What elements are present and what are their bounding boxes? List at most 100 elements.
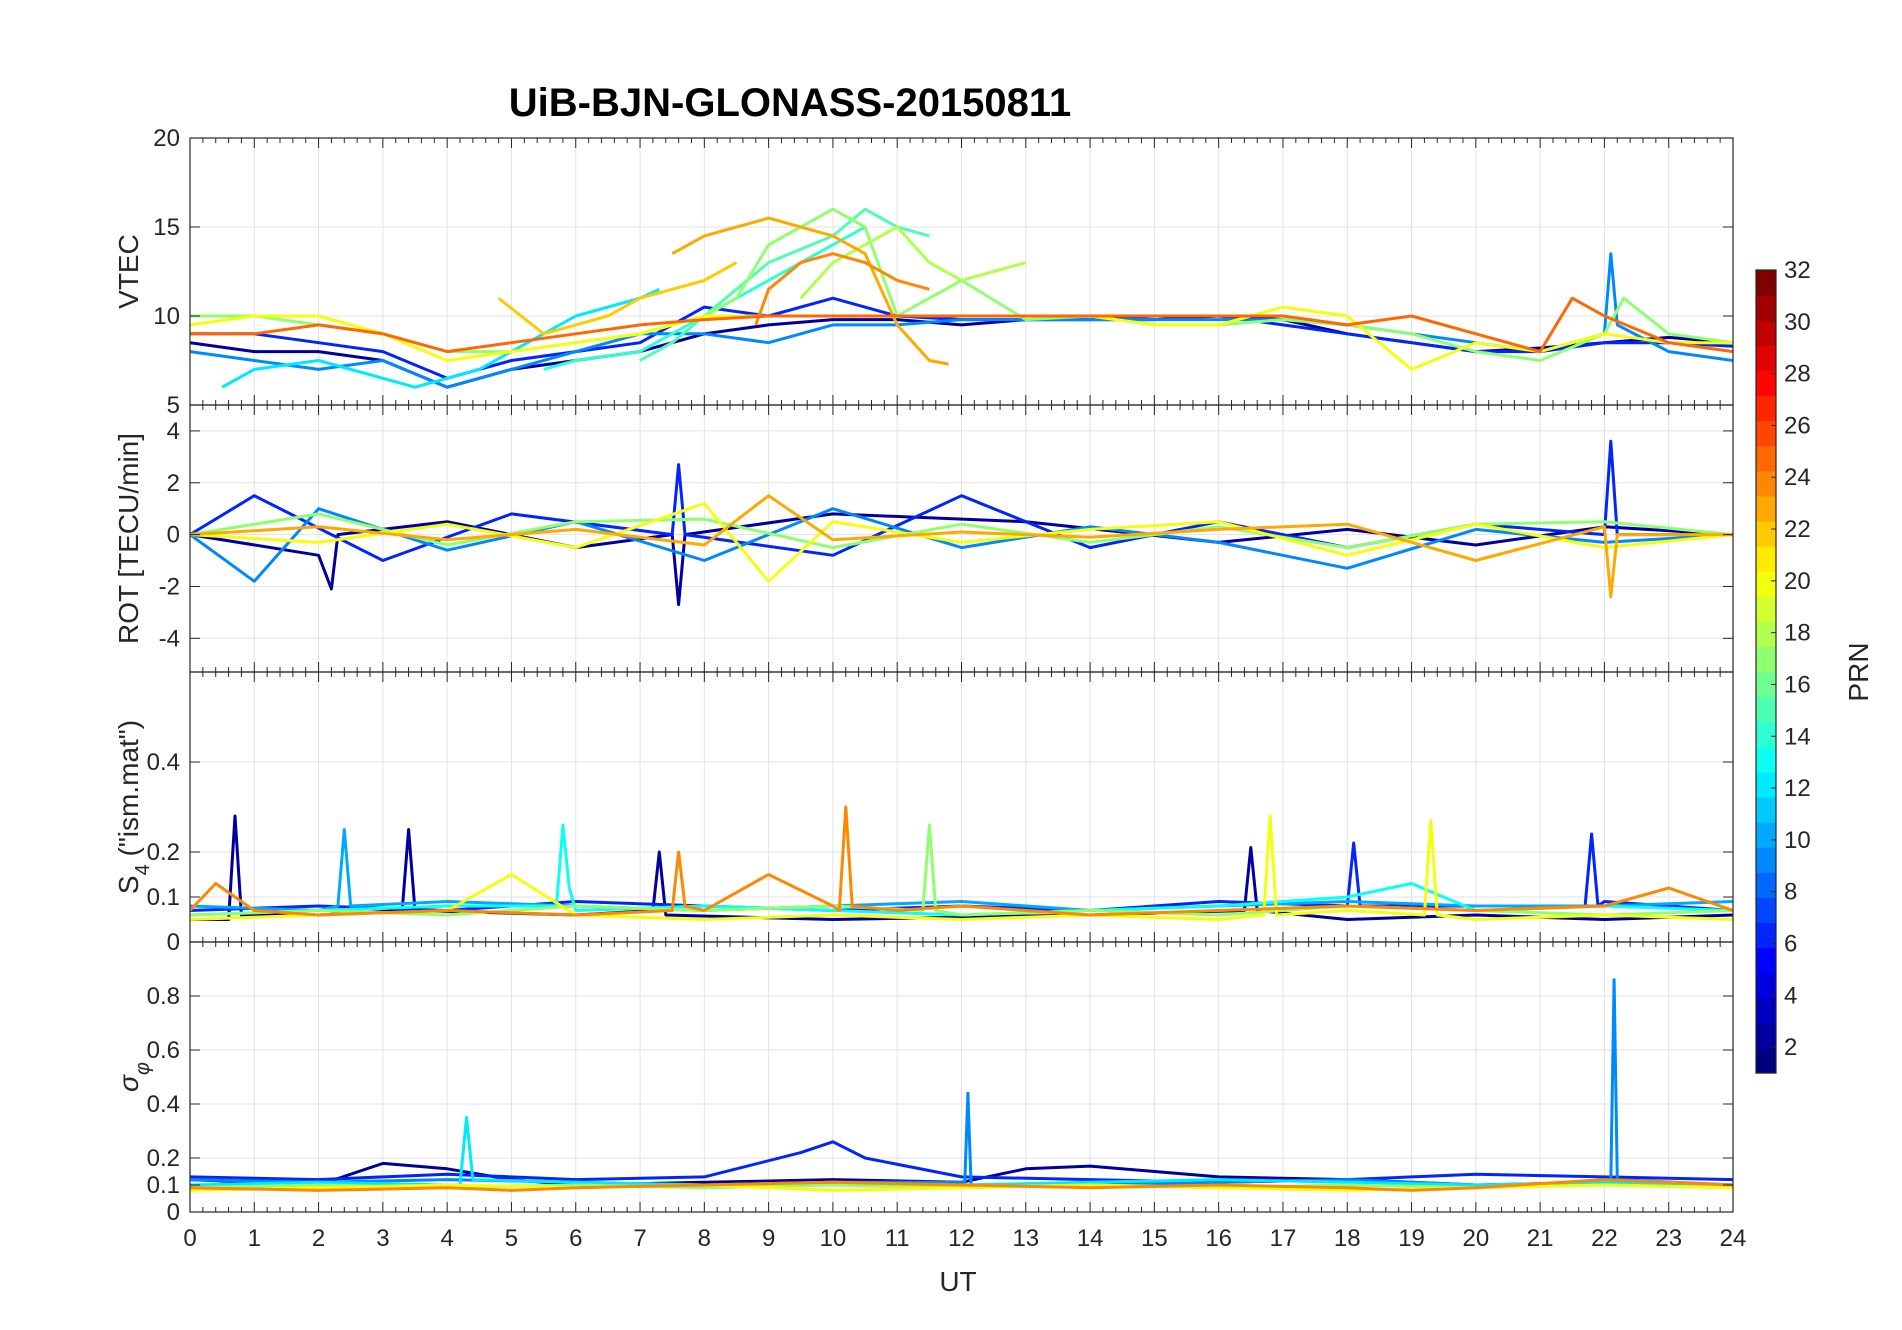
colorbar-tick-label: 28 bbox=[1784, 361, 1811, 388]
series-line-prn-9 bbox=[190, 507, 1733, 583]
x-tick-label: 10 bbox=[820, 1225, 847, 1252]
y-tick-label: 5 bbox=[167, 392, 180, 419]
colorbar-band bbox=[1756, 470, 1776, 497]
x-tick-label: 9 bbox=[762, 1225, 775, 1252]
y-axis-label-subscript: φ bbox=[132, 1062, 154, 1075]
colorbar-tick-label: 4 bbox=[1784, 982, 1797, 1009]
y-tick-label: 0.8 bbox=[147, 983, 180, 1010]
colorbar-band bbox=[1756, 320, 1776, 346]
x-axis-label: UT bbox=[939, 1266, 976, 1297]
colorbar-band bbox=[1756, 1047, 1776, 1074]
colorbar-tick-label: 20 bbox=[1784, 568, 1811, 595]
x-tick-label: 17 bbox=[1270, 1225, 1297, 1252]
x-tick-label: 4 bbox=[440, 1225, 453, 1252]
y-tick-label: 0.2 bbox=[147, 839, 180, 866]
x-tick-label: 13 bbox=[1012, 1225, 1039, 1252]
y-tick-label: 0.2 bbox=[147, 1145, 180, 1172]
panel-rot: -4 -2 0 2 4 ROT [TECU/min] bbox=[113, 404, 1734, 673]
colorbar-tick-label: 24 bbox=[1784, 464, 1811, 491]
colorbar-band bbox=[1756, 796, 1776, 823]
colorbar-band bbox=[1756, 571, 1776, 597]
x-tick-label: 3 bbox=[376, 1225, 389, 1252]
y-tick-label: 20 bbox=[153, 125, 180, 152]
y-axis-label-subscript: 4 bbox=[132, 864, 154, 875]
colorbar-band bbox=[1756, 997, 1776, 1024]
colorbar-band bbox=[1756, 295, 1776, 321]
x-tick-label: 19 bbox=[1398, 1225, 1425, 1252]
y-tick-label: 0.1 bbox=[147, 884, 180, 911]
series-line-prn-18 bbox=[799, 225, 1027, 300]
colorbar-band bbox=[1756, 721, 1776, 748]
y-axis-label: S4 ("ism.mat") bbox=[113, 720, 154, 894]
y-tick-label: 0 bbox=[167, 1199, 180, 1226]
colorbar-tick-label: 2 bbox=[1784, 1034, 1797, 1061]
y-tick-label: 0.6 bbox=[147, 1037, 180, 1064]
series-line-prn-15 bbox=[639, 207, 930, 362]
colorbar-tick-label: 30 bbox=[1784, 309, 1811, 336]
series-line-prn-23 bbox=[671, 216, 949, 366]
x-tick-label: 22 bbox=[1591, 1225, 1618, 1252]
series-line-prn-22 bbox=[497, 261, 738, 336]
colorbar-tick-label: 26 bbox=[1784, 412, 1811, 439]
series-line-prn-24 bbox=[754, 252, 930, 326]
colorbar-band bbox=[1756, 671, 1776, 698]
series-line-prn-12 bbox=[221, 287, 660, 389]
colorbar-band bbox=[1756, 822, 1776, 848]
x-tick-label: 23 bbox=[1655, 1225, 1682, 1252]
colorbar-band bbox=[1756, 420, 1776, 447]
series-line-prn-24 bbox=[190, 1178, 1733, 1192]
series-line-prn-20 bbox=[190, 502, 1733, 583]
x-tick-label: 24 bbox=[1720, 1225, 1747, 1252]
series-group bbox=[190, 439, 1733, 607]
chart-title: UiB-BJN-GLONASS-20150811 bbox=[509, 81, 1071, 125]
x-tick-label: 20 bbox=[1462, 1225, 1489, 1252]
y-tick-label: 0.4 bbox=[147, 1091, 180, 1118]
colorbar-band bbox=[1756, 345, 1776, 371]
colorbar-tick-label: 14 bbox=[1784, 723, 1811, 750]
series-line-prn-25 bbox=[190, 296, 1733, 354]
x-tick-label: 18 bbox=[1334, 1225, 1361, 1252]
x-tick-label: 8 bbox=[698, 1225, 711, 1252]
colorbar-band bbox=[1756, 495, 1776, 522]
colorbar-band bbox=[1756, 922, 1776, 949]
colorbar-tick-label: 6 bbox=[1784, 930, 1797, 957]
y-tick-label: 15 bbox=[153, 214, 180, 241]
x-tick-label: 12 bbox=[948, 1225, 975, 1252]
y-axis-label-rest: ("ism.mat") bbox=[113, 720, 144, 864]
colorbar-band bbox=[1756, 270, 1776, 296]
colorbar-tick-label: 18 bbox=[1784, 620, 1811, 647]
x-tick-label: 1 bbox=[248, 1225, 261, 1252]
x-tick-label: 16 bbox=[1205, 1225, 1232, 1252]
colorbar-band bbox=[1756, 696, 1776, 723]
x-tick-label: 14 bbox=[1077, 1225, 1104, 1252]
colorbar-label: PRN bbox=[1843, 642, 1874, 701]
x-tick-label: 0 bbox=[183, 1225, 196, 1252]
y-tick-label: 0 bbox=[167, 929, 180, 956]
series-line-prn-20 bbox=[190, 814, 1733, 921]
colorbar-band bbox=[1756, 1022, 1776, 1049]
series-line-prn-13 bbox=[190, 823, 1733, 917]
colorbar-band bbox=[1756, 872, 1776, 898]
colorbar-tick-label: 10 bbox=[1784, 827, 1811, 854]
x-tick-label: 7 bbox=[633, 1225, 646, 1252]
y-tick-label: -4 bbox=[159, 625, 180, 652]
colorbar-band bbox=[1756, 771, 1776, 798]
colorbar-band bbox=[1756, 395, 1776, 422]
colorbar-band bbox=[1756, 947, 1776, 974]
x-tick-label: 5 bbox=[505, 1225, 518, 1252]
series-group bbox=[190, 805, 1733, 921]
colorbar-band bbox=[1756, 596, 1776, 622]
colorbar-tick-label: 12 bbox=[1784, 775, 1811, 802]
x-tick-label: 6 bbox=[569, 1225, 582, 1252]
colorbar-tick-label: 22 bbox=[1784, 516, 1811, 543]
colorbar-band bbox=[1756, 546, 1776, 572]
series-group bbox=[190, 207, 1733, 389]
colorbar-frame bbox=[1755, 269, 1777, 1074]
colorbar-band bbox=[1756, 445, 1776, 472]
series-group bbox=[190, 978, 1733, 1192]
x-tick-label: 11 bbox=[885, 1225, 910, 1252]
